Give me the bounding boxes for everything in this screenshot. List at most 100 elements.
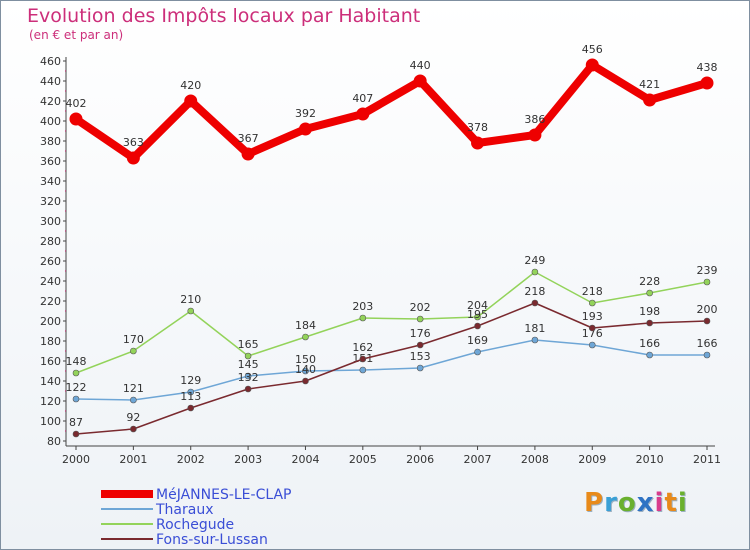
logo-letter: i	[654, 488, 665, 518]
data-point	[588, 341, 596, 349]
data-point	[703, 317, 711, 325]
data-label: 367	[238, 132, 259, 145]
data-point	[643, 93, 657, 107]
data-label: 92	[126, 411, 140, 424]
legend: MéJANNES-LE-CLAP Tharaux Rochegude Fons-…	[101, 487, 292, 548]
data-label: 166	[697, 337, 718, 350]
data-point	[69, 112, 83, 126]
data-label: 239	[697, 264, 718, 277]
data-point	[474, 348, 481, 356]
data-point	[646, 289, 653, 297]
data-point	[302, 367, 309, 375]
data-label: 176	[582, 327, 603, 340]
y-tick-label: 300	[40, 215, 61, 228]
data-label: 363	[123, 136, 144, 149]
legend-item: Fons-sur-Lussan	[101, 531, 292, 548]
data-label: 210	[180, 293, 201, 306]
data-label: 438	[697, 61, 718, 74]
x-tick-label: 2006	[406, 453, 434, 466]
data-label: 200	[697, 303, 718, 316]
logo-letter: t	[664, 488, 678, 518]
data-point	[298, 122, 312, 136]
y-tick-label: 320	[40, 195, 61, 208]
legend-swatch-mejannes	[101, 490, 153, 498]
data-point	[471, 136, 485, 150]
y-tick-label: 160	[40, 355, 61, 368]
y-tick-label: 360	[40, 155, 61, 168]
x-tick-label: 2011	[693, 453, 721, 466]
y-tick-label: 220	[40, 295, 61, 308]
y-tick-label: 200	[40, 315, 61, 328]
series-line	[75, 302, 708, 435]
data-label: 249	[524, 254, 545, 267]
data-point	[646, 351, 653, 359]
data-point	[531, 268, 539, 276]
data-point	[302, 377, 309, 385]
y-tick-label: 240	[40, 275, 61, 288]
data-label: 176	[410, 327, 431, 340]
data-point	[130, 396, 137, 404]
legend-swatch-tharaux	[101, 508, 153, 510]
legend-item: Tharaux	[101, 501, 292, 518]
data-label: 378	[467, 121, 488, 134]
y-tick-label: 280	[40, 235, 61, 248]
series-fons-sur-lussan: 87 92 113 132 140 162 176 195 218 193 198 200	[69, 285, 718, 438]
y-tick-label: 260	[40, 255, 61, 268]
data-point	[302, 333, 309, 341]
data-point	[130, 347, 137, 355]
data-point	[187, 404, 195, 412]
data-label: 145	[238, 358, 259, 371]
data-label: 228	[639, 275, 660, 288]
chart-title: Evolution des Impôts locaux par Habitant	[27, 5, 421, 27]
data-label: 153	[410, 350, 431, 363]
data-point	[184, 94, 198, 108]
y-tick-label: 340	[40, 175, 61, 188]
data-label: 392	[295, 107, 316, 120]
x-tick-label: 2008	[521, 453, 549, 466]
legend-swatch-rochegude	[101, 523, 153, 525]
x-tick-label: 2003	[234, 453, 262, 466]
y-tick-label: 180	[40, 335, 61, 348]
data-label: 421	[639, 78, 660, 91]
logo-letter: P	[584, 488, 605, 518]
series-line	[75, 339, 707, 401]
legend-item: Rochegude	[101, 517, 292, 533]
data-label: 169	[467, 334, 488, 347]
logo-letter: o	[617, 488, 637, 518]
data-label: 140	[295, 363, 316, 376]
y-tick-label: 380	[40, 135, 61, 148]
chart-subtitle: (en € et par an)	[29, 28, 124, 42]
series-rochegude: 148 170 210 165 184 203 202 204 249 218 228 239	[66, 254, 718, 377]
data-label: 165	[238, 338, 259, 351]
series-line	[75, 271, 708, 374]
data-point	[359, 355, 367, 363]
legend-label-tharaux: Tharaux	[156, 501, 214, 518]
data-point	[703, 278, 711, 286]
x-tick-label: 2005	[349, 453, 377, 466]
data-point	[187, 307, 195, 315]
data-point	[474, 322, 481, 330]
data-label: 193	[582, 310, 603, 323]
logo-letter: x	[636, 488, 655, 518]
data-label: 170	[123, 333, 144, 346]
data-label: 166	[639, 337, 660, 350]
x-tick-label: 2000	[62, 453, 90, 466]
data-point	[585, 58, 599, 72]
legend-item: MéJANNES-LE-CLAP	[101, 487, 292, 503]
logo-letter: r	[604, 488, 618, 518]
x-tick-label: 2010	[636, 453, 664, 466]
y-tick-label: 420	[40, 95, 61, 108]
legend-label-fons: Fons-sur-Lussan	[156, 531, 268, 548]
data-label: 407	[352, 92, 373, 105]
series-line	[73, 61, 709, 162]
data-point	[241, 147, 255, 161]
data-label: 420	[180, 79, 201, 92]
data-label: 181	[524, 322, 545, 335]
y-tick-label: 460	[40, 55, 61, 68]
data-point	[531, 336, 539, 344]
data-point	[413, 74, 427, 88]
data-label: 195	[467, 308, 488, 321]
data-point	[646, 319, 653, 327]
y-tick-label: 120	[40, 395, 61, 408]
